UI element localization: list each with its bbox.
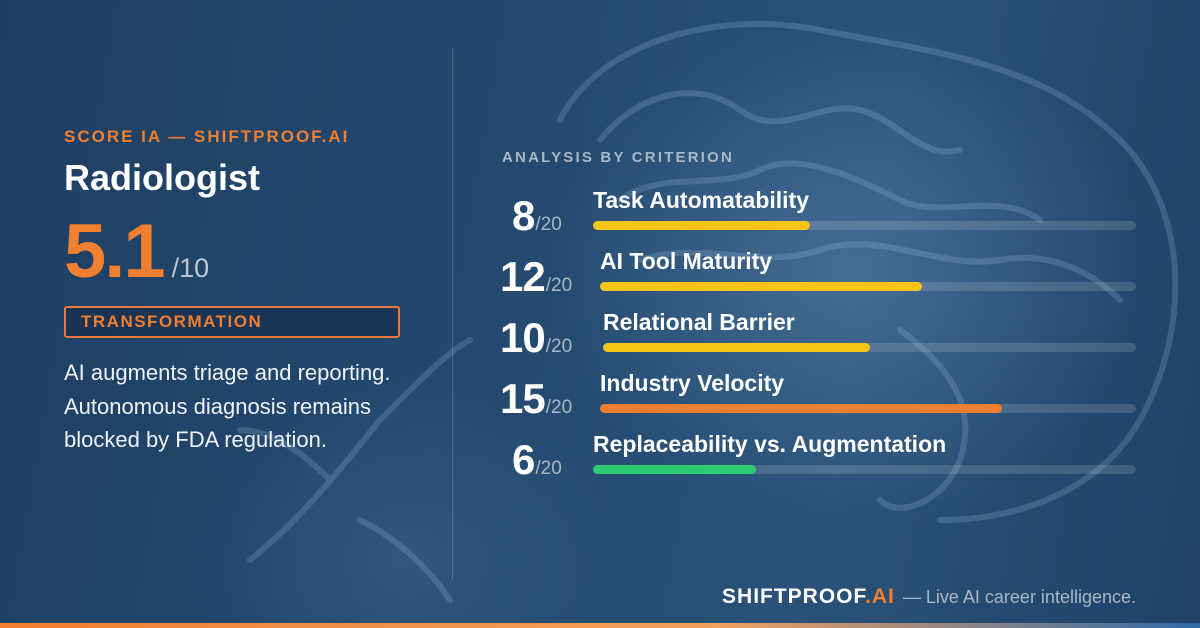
bottom-accent-bar: [0, 623, 1200, 628]
criterion-score-value: 15: [500, 375, 546, 422]
criterion-score-max: /20: [535, 214, 562, 235]
criterion-bar-fill: [600, 282, 922, 291]
criterion-name: Relational Barrier: [603, 309, 795, 335]
criterion-score: 6 /20: [512, 438, 562, 490]
overall-score: 5.1 /10: [64, 214, 409, 290]
criterion-row: 15 /20 Industry Velocity: [500, 370, 1136, 429]
category-badge: TRANSFORMATION: [64, 306, 400, 338]
criterion-row: 6 /20 Replaceability vs. Augmentation: [500, 431, 1136, 490]
logo-suffix: .AI: [865, 585, 895, 608]
eyebrow-label: SCORE IA — SHIFTPROOF.AI: [64, 127, 350, 146]
shiftproof-logo[interactable]: SHIFTPROOF.AI: [722, 585, 895, 609]
criterion-score: 12 /20: [500, 255, 572, 307]
criterion-score-value: 8: [512, 192, 535, 239]
criterion-score: 8 /20: [512, 194, 562, 246]
criterion-bar-track: [593, 465, 1136, 474]
criterion-bar-fill: [600, 404, 1002, 413]
logo-main: SHIFTPROOF: [722, 585, 866, 608]
criterion-bar-fill: [593, 465, 756, 474]
score-value: 5.1: [64, 209, 166, 294]
criterion-score-max: /20: [545, 336, 573, 357]
criterion-bar-track: [600, 404, 1136, 413]
criterion-bar-track: [603, 343, 1136, 352]
criterion-score: 10 /20: [500, 316, 572, 368]
score-max: /10: [171, 253, 210, 283]
analysis-heading: ANALYSIS BY CRITERION: [502, 149, 735, 166]
criterion-bar-track: [600, 282, 1136, 291]
criterion-name: Industry Velocity: [600, 370, 785, 396]
criterion-bar-fill: [603, 343, 870, 352]
criterion-score-value: 6: [512, 436, 535, 483]
criterion-bar-fill: [593, 221, 811, 230]
tagline: — Live AI career intelligence.: [902, 587, 1136, 607]
column-divider: [452, 48, 453, 580]
footer: SHIFTPROOF.AI — Live AI career intellige…: [722, 585, 1136, 609]
criterion-score-max: /20: [545, 275, 573, 296]
criterion-row: 12 /20 AI Tool Maturity: [500, 248, 1136, 307]
criterion-score-value: 12: [500, 253, 546, 300]
criterion-bar-track: [593, 221, 1136, 230]
criterion-score-max: /20: [535, 458, 562, 479]
criterion-score-value: 10: [500, 314, 546, 361]
criterion-score-max: /20: [545, 397, 573, 418]
criterion-name: Replaceability vs. Augmentation: [593, 431, 947, 457]
criterion-name: AI Tool Maturity: [600, 248, 773, 274]
score-panel: SCORE IA — SHIFTPROOF.AI Radiologist 5.1…: [64, 126, 409, 457]
job-description: AI augments triage and reporting. Autono…: [64, 360, 391, 452]
criterion-score: 15 /20: [500, 377, 572, 429]
criterion-row: 10 /20 Relational Barrier: [500, 309, 1136, 368]
criterion-row: 8 /20 Task Automatability: [500, 187, 1136, 246]
criterion-name: Task Automatability: [593, 187, 809, 213]
job-title: Radiologist: [64, 157, 260, 198]
